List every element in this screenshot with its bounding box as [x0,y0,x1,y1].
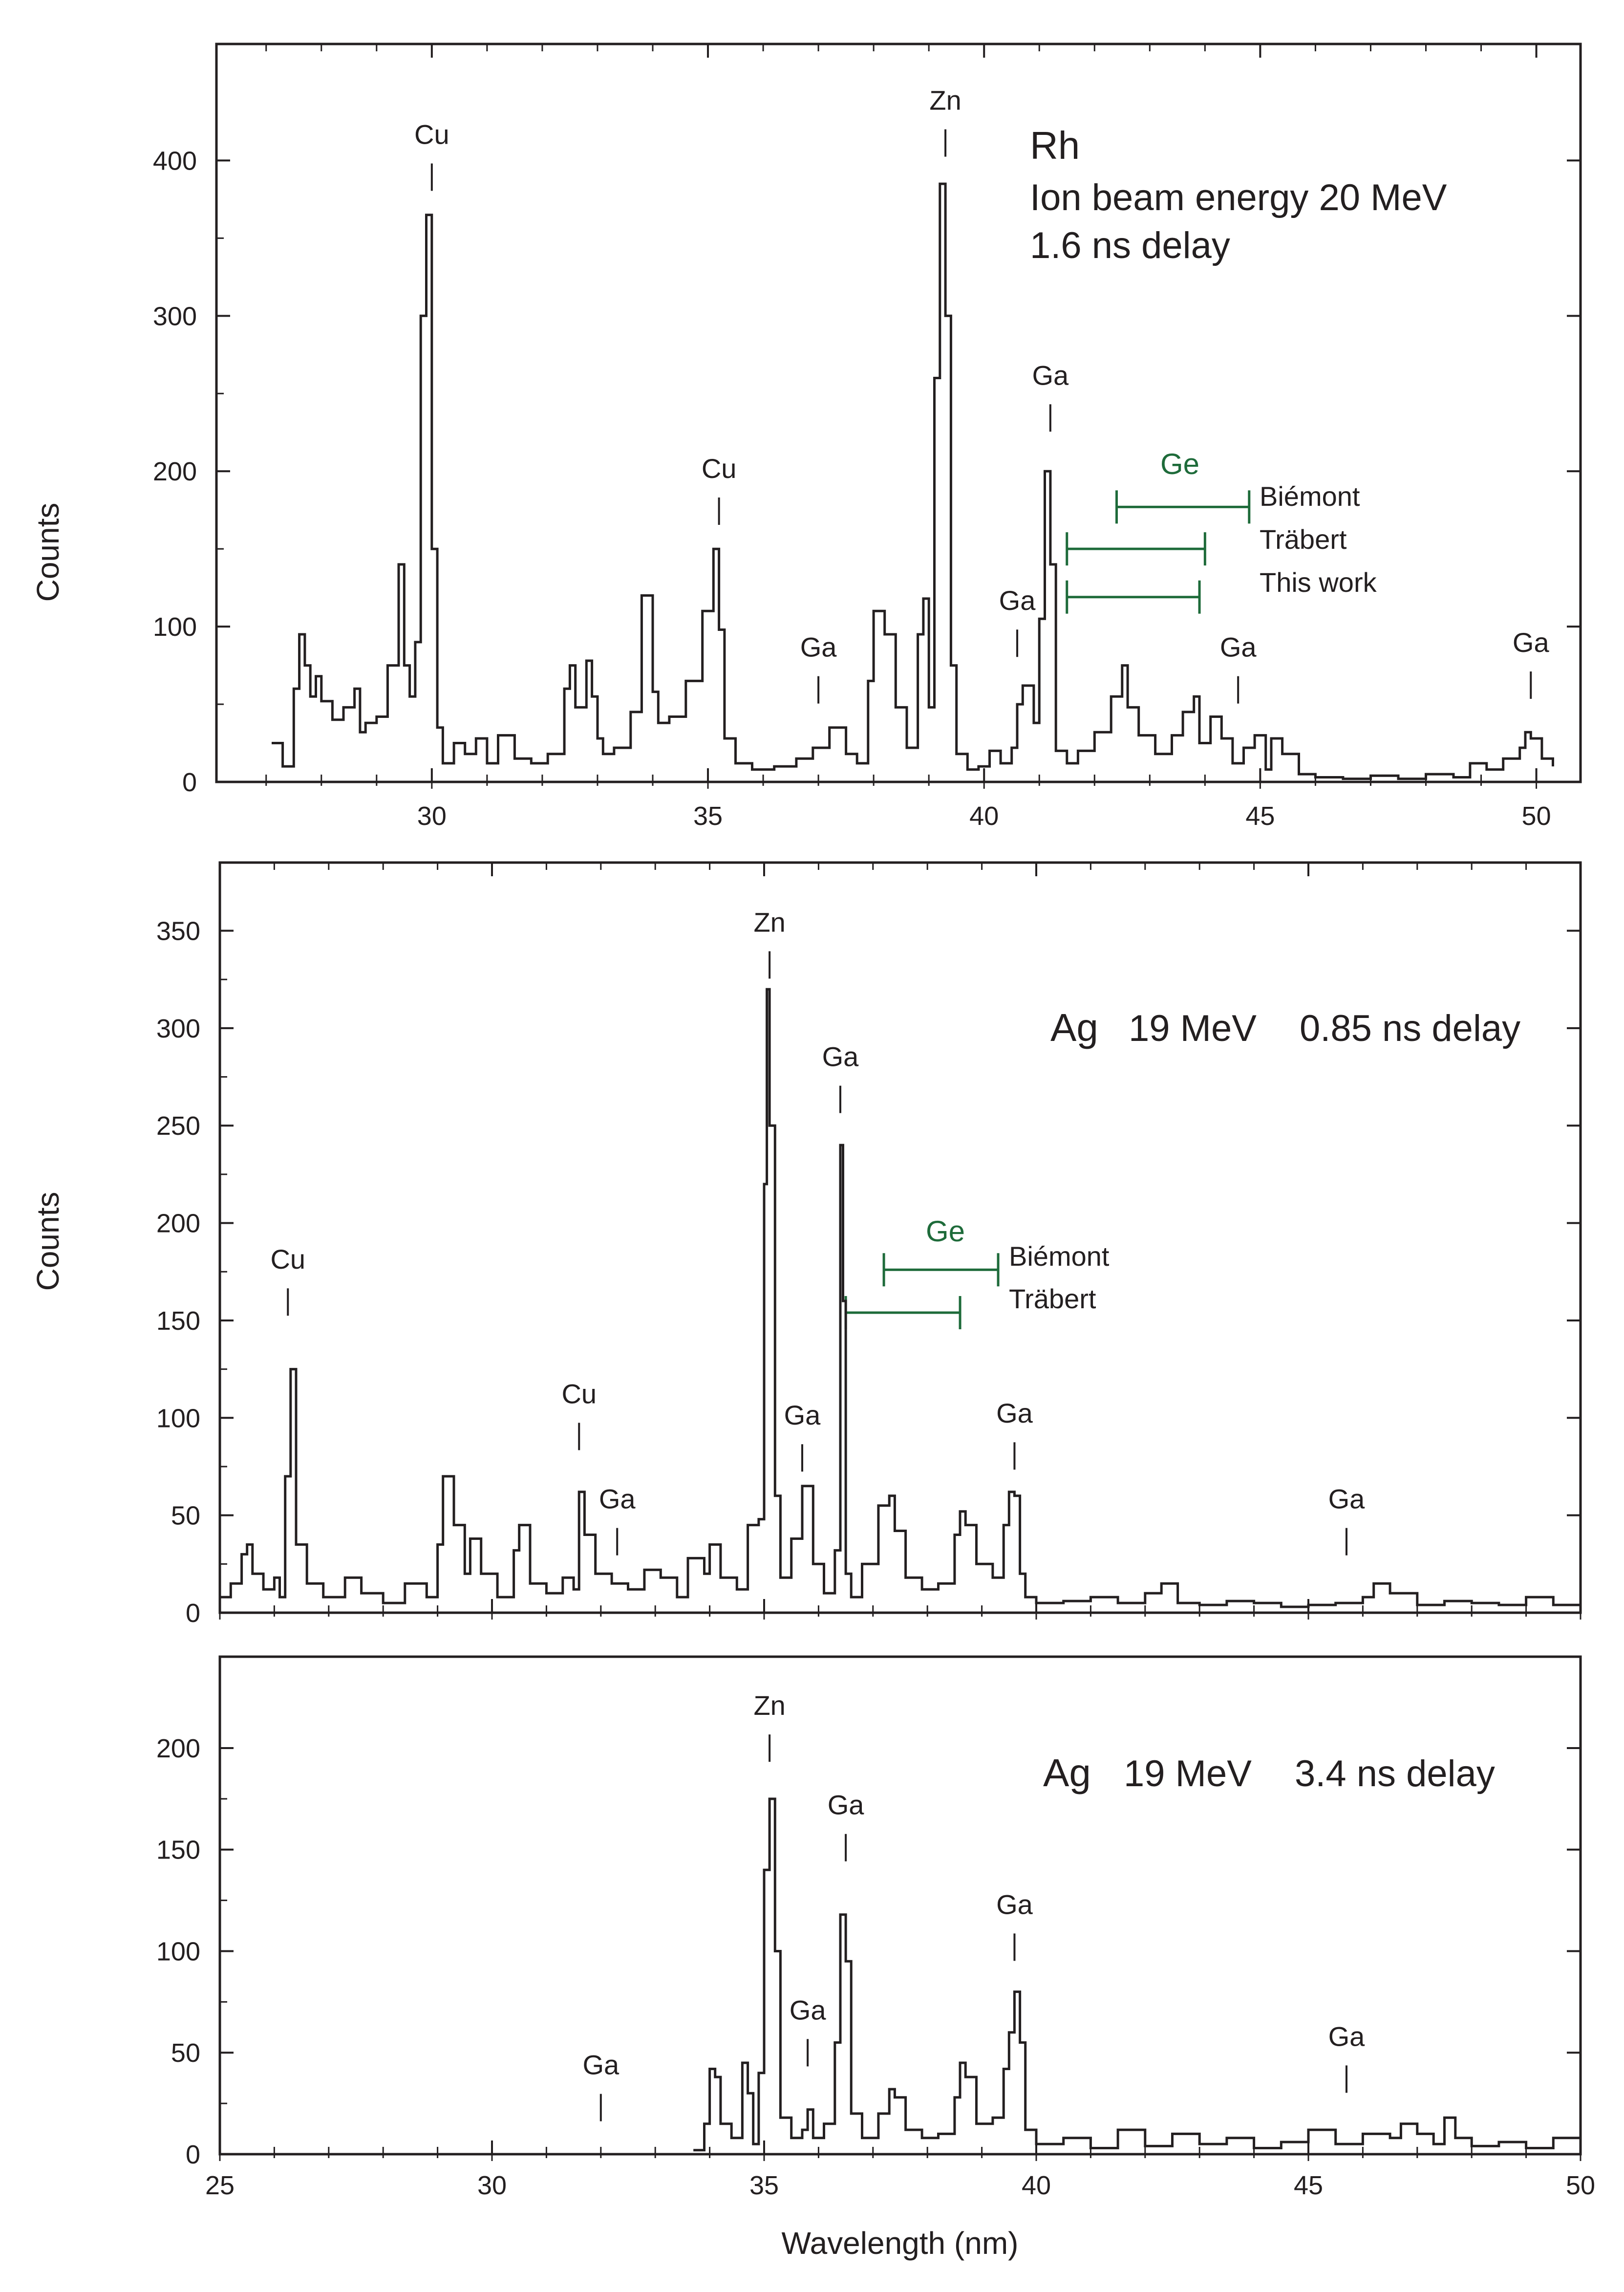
panel-top-delay: 1.6 ns delay [1030,225,1230,266]
y-tick-label: 250 [156,1111,200,1141]
y-tick-label: 150 [156,1836,200,1865]
panel-middle-target: Ag [1050,1006,1098,1049]
y-tick-label: 300 [153,302,197,331]
ge-source-label: Biémont [1009,1241,1110,1272]
ge-source-label: Träbert [1009,1283,1096,1314]
y-tick-label: 150 [156,1306,200,1336]
x-tick-label: 45 [1294,2171,1323,2200]
panel-middle-beam-energy: 19 MeV [1129,1008,1257,1049]
x-tick-label: 45 [1245,801,1275,831]
panel-middle-frame [218,861,1582,1614]
peak-label-zn: Zn [929,85,961,116]
panel-top-spectrum-line [272,182,1554,780]
ge-label: Ge [926,1215,965,1248]
panel-top-ticks: 0 100 200 300 400 30 35 40 45 50 [153,44,1581,831]
panel-bottom-target: Ag [1043,1751,1091,1795]
peak-label-ga: Ga [999,585,1036,616]
y-tick-label: 100 [156,1404,200,1433]
peak-label-cu: Cu [414,119,449,150]
y-tick-label: 50 [171,1501,200,1531]
x-tick-label: 50 [1566,2171,1595,2200]
panel-top-frame [215,43,1582,783]
peak-label-ga: Ga [784,1400,821,1430]
peak-label-ga: Ga [1220,632,1257,663]
panel-bottom-marks: Zn Ga Ga Ga Ga Ga [582,1690,1365,2121]
panel-top-y-axis-title: Counts [30,503,65,602]
peak-label-ga: Ga [996,1398,1033,1428]
ge-label: Ge [1160,448,1199,480]
peak-label-zn: Zn [753,1690,785,1721]
panel-middle-spectrum-line [220,988,1582,1608]
x-tick-label: 50 [1522,801,1551,831]
peak-label-ga: Ga [599,1484,636,1514]
panel-middle-marks: Cu Cu Zn Ga Ga Ga Ga Ga Ge Biémont Träbert [270,907,1366,1556]
peak-label-zn: Zn [753,907,785,937]
peak-label-cu: Cu [270,1244,305,1275]
y-tick-label: 100 [153,612,197,642]
peak-label-ga: Ga [582,2050,620,2080]
ge-source-label: This work [1260,567,1377,598]
peak-label-ga: Ga [822,1041,859,1072]
panel-bottom-delay: 3.4 ns delay [1295,1753,1495,1795]
x-tick-label: 25 [205,2171,235,2200]
panel-top-target: Rh [1030,124,1080,167]
x-tick-label: 30 [477,2171,507,2200]
panel-top-marks: Cu Cu Zn Ga Ga Ga Ga Ga Ge Biémont Träbert This wor… [414,85,1549,704]
peak-label-ga: Ga [828,1790,865,1820]
peak-label-ga: Ga [1032,360,1069,390]
peak-label-ga: Ga [1328,1484,1366,1514]
panel-middle-y-axis-title: Counts [30,1192,65,1291]
y-tick-label: 200 [153,457,197,486]
y-tick-label: 50 [171,2038,200,2068]
peak-label-cu: Cu [702,453,737,484]
peak-label-ga: Ga [996,1889,1033,1920]
peak-label-ga: Ga [790,1994,827,2025]
panel-bottom-beam-energy: 19 MeV [1124,1753,1252,1795]
panel-bottom-ticks: 0 50 100 150 200 25 30 35 40 45 50 [156,1734,1595,2200]
y-tick-label: 200 [156,1734,200,1763]
panel-middle-ticks: 0 50 100 150 200 250 300 350 [156,863,1581,1628]
panel-middle-delay: 0.85 ns delay [1300,1008,1520,1049]
x-tick-label: 30 [417,801,447,831]
panel-top: 0 100 200 300 400 30 35 40 45 50 Cu Cu Zn Ga Ga Ga Ga Ga… [30,43,1582,831]
peak-label-ga: Ga [1328,2021,1366,2052]
y-tick-label: 0 [186,1599,200,1628]
panel-bottom-frame [218,1655,1582,2156]
y-tick-label: 300 [156,1014,200,1043]
x-tick-label: 35 [749,2171,779,2200]
peak-label-ga: Ga [1513,627,1550,658]
peak-label-cu: Cu [561,1378,597,1409]
y-tick-label: 400 [153,146,197,175]
y-tick-label: 200 [156,1209,200,1238]
ge-source-label: Biémont [1260,481,1360,512]
y-tick-label: 0 [186,2140,200,2169]
ge-source-label: Träbert [1260,524,1347,555]
panel-top-beam-energy: Ion beam energy 20 MeV [1030,177,1447,218]
y-tick-label: 100 [156,1937,200,1966]
x-tick-label: 40 [969,801,999,831]
y-tick-label: 0 [182,768,197,797]
panel-bottom-spectrum-line [693,1797,1582,2152]
x-axis-title: Wavelength (nm) [782,2226,1019,2261]
panel-middle: 0 50 100 150 200 250 300 350 Cu Cu Zn Ga Ga Ga Ga Ga Ge… [30,861,1582,1628]
x-tick-label: 35 [693,801,723,831]
panel-bottom: 0 50 100 150 200 25 30 35 40 45 50 Zn Ga Ga Ga Ga Ga Ag… [156,1655,1595,2261]
peak-label-ga: Ga [800,632,837,663]
x-tick-label: 40 [1022,2171,1051,2200]
y-tick-label: 350 [156,917,200,946]
